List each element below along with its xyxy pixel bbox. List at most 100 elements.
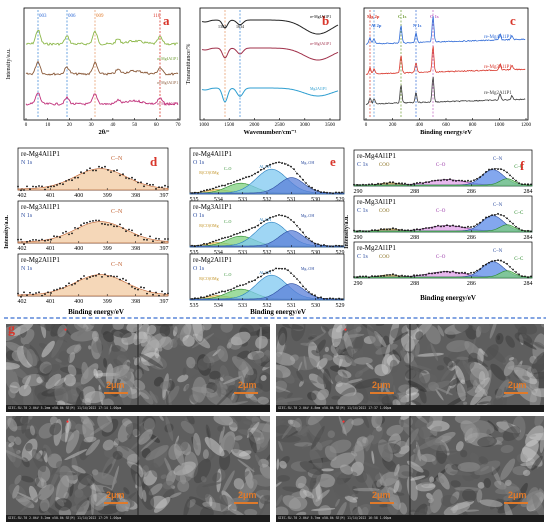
data-point bbox=[77, 280, 79, 282]
data-point bbox=[134, 287, 136, 290]
sem-grain bbox=[393, 480, 400, 494]
sem-grain bbox=[64, 449, 88, 461]
sem-grain bbox=[333, 347, 339, 355]
data-point bbox=[485, 216, 487, 219]
data-point bbox=[59, 287, 61, 290]
peak-label: C–N bbox=[111, 209, 123, 215]
tick-label: 10 bbox=[45, 123, 51, 128]
sem-grain bbox=[77, 327, 87, 337]
data-point bbox=[125, 177, 127, 179]
sem-grain bbox=[500, 444, 514, 454]
sem-grain bbox=[327, 430, 336, 438]
sem-grain bbox=[462, 488, 477, 502]
data-point bbox=[92, 169, 94, 172]
peak-label-c1s: C 1s bbox=[398, 14, 407, 19]
peak-label: R(CO)OMg bbox=[199, 276, 218, 281]
sem-image-1: ● 2μm 2μm GIEC-SU-70 2.0kV 5.2mm x50.0k … bbox=[6, 324, 270, 412]
panel-e-xlabel: Binding energy/eV bbox=[250, 308, 306, 316]
data-point bbox=[398, 275, 400, 278]
data-point bbox=[38, 185, 40, 187]
data-point bbox=[212, 187, 214, 190]
data-point bbox=[134, 178, 136, 181]
sem-grain bbox=[112, 324, 125, 331]
sem-grain bbox=[7, 435, 16, 443]
sem-grain bbox=[177, 374, 189, 383]
sem-grain bbox=[84, 391, 105, 404]
sem-scalebar-4a bbox=[370, 502, 394, 504]
sem-grain bbox=[167, 385, 180, 403]
sem-grain bbox=[355, 326, 362, 333]
sem-grain bbox=[65, 418, 70, 443]
sem-grain bbox=[436, 365, 445, 371]
tick-label: 401 bbox=[46, 193, 55, 199]
sem-grain bbox=[74, 324, 85, 332]
sem-scale-4b: 2μm bbox=[508, 490, 527, 500]
sem-grain bbox=[54, 498, 72, 511]
data-point bbox=[506, 262, 508, 265]
sem-grain bbox=[471, 420, 495, 435]
data-point bbox=[311, 186, 313, 189]
sem-grain bbox=[237, 459, 255, 473]
tick-label: 533 bbox=[238, 197, 247, 203]
sem-grain bbox=[331, 395, 341, 400]
data-point bbox=[107, 224, 109, 226]
data-point bbox=[62, 232, 64, 234]
sem-grain bbox=[138, 429, 153, 445]
sem-grain bbox=[316, 357, 328, 370]
data-point bbox=[62, 287, 64, 289]
sem-grain bbox=[197, 358, 210, 371]
data-point bbox=[32, 185, 34, 188]
data-point bbox=[257, 224, 259, 227]
tick-label: 402 bbox=[18, 193, 27, 199]
peak-label: C–C bbox=[514, 165, 524, 170]
sem-grain bbox=[508, 356, 515, 361]
sem-grain bbox=[463, 401, 468, 405]
sem-grain bbox=[417, 370, 426, 387]
sem-grain bbox=[429, 416, 443, 432]
panel-d-n1s: Intensity/a.u. Binding energy/eV re-Mg4A… bbox=[4, 147, 169, 316]
peak-label: COO bbox=[379, 255, 390, 260]
panel-e-rows: re-Mg4Al1P1 O 1s R(CO)OMg C–O Al–OH Mg–OH 535 5… bbox=[190, 147, 345, 309]
sem-grain bbox=[102, 331, 115, 343]
sem-grain bbox=[23, 375, 31, 390]
sem-grain bbox=[251, 474, 270, 487]
tick-label: 800 bbox=[469, 123, 477, 128]
data-point bbox=[131, 229, 133, 232]
tick-label: 398 bbox=[131, 246, 140, 252]
tick-label: 3500 bbox=[325, 123, 336, 128]
data-point bbox=[44, 239, 46, 242]
sem-grain bbox=[68, 352, 76, 363]
sem-grain bbox=[227, 384, 237, 393]
sem-grain bbox=[266, 452, 270, 461]
sem-grain bbox=[366, 324, 381, 350]
sem-grain bbox=[6, 448, 27, 461]
peak-label: Mg–OH bbox=[301, 266, 314, 271]
sem-grain bbox=[435, 477, 445, 484]
sem-grain bbox=[352, 347, 364, 356]
data-point bbox=[152, 183, 154, 186]
data-point bbox=[167, 238, 169, 240]
peak-label: Mg–OH bbox=[301, 213, 314, 218]
sem-grain bbox=[247, 393, 258, 403]
sem-grain bbox=[169, 492, 182, 498]
panel-f-xlabel: Binding energy/eV bbox=[420, 294, 476, 302]
sem-scale-1a: 2μm bbox=[106, 380, 125, 390]
panel-d-rows: re-Mg4Al1P1 N 1s C–N 402 401 400 399 398 397 re-M… bbox=[17, 147, 169, 305]
tick-label: 60 bbox=[154, 123, 160, 128]
peak-label-110: 110 bbox=[153, 14, 161, 19]
peak-label: C–O bbox=[436, 209, 446, 214]
data-point bbox=[26, 240, 28, 243]
sem-grain bbox=[323, 368, 332, 395]
data-point bbox=[71, 284, 73, 286]
data-point bbox=[26, 294, 28, 296]
ftir-label-1: re-Mg4Al1P1 bbox=[310, 15, 331, 19]
sem-grain bbox=[192, 376, 207, 403]
tick-label: 286 bbox=[467, 235, 476, 241]
sem-grain bbox=[346, 378, 363, 384]
sem-texture-1 bbox=[6, 324, 270, 412]
sem-grain bbox=[21, 416, 29, 434]
data-point bbox=[227, 236, 229, 239]
sem-grain bbox=[531, 455, 543, 471]
data-point bbox=[233, 233, 235, 236]
panel-g-letter: g bbox=[8, 322, 15, 337]
